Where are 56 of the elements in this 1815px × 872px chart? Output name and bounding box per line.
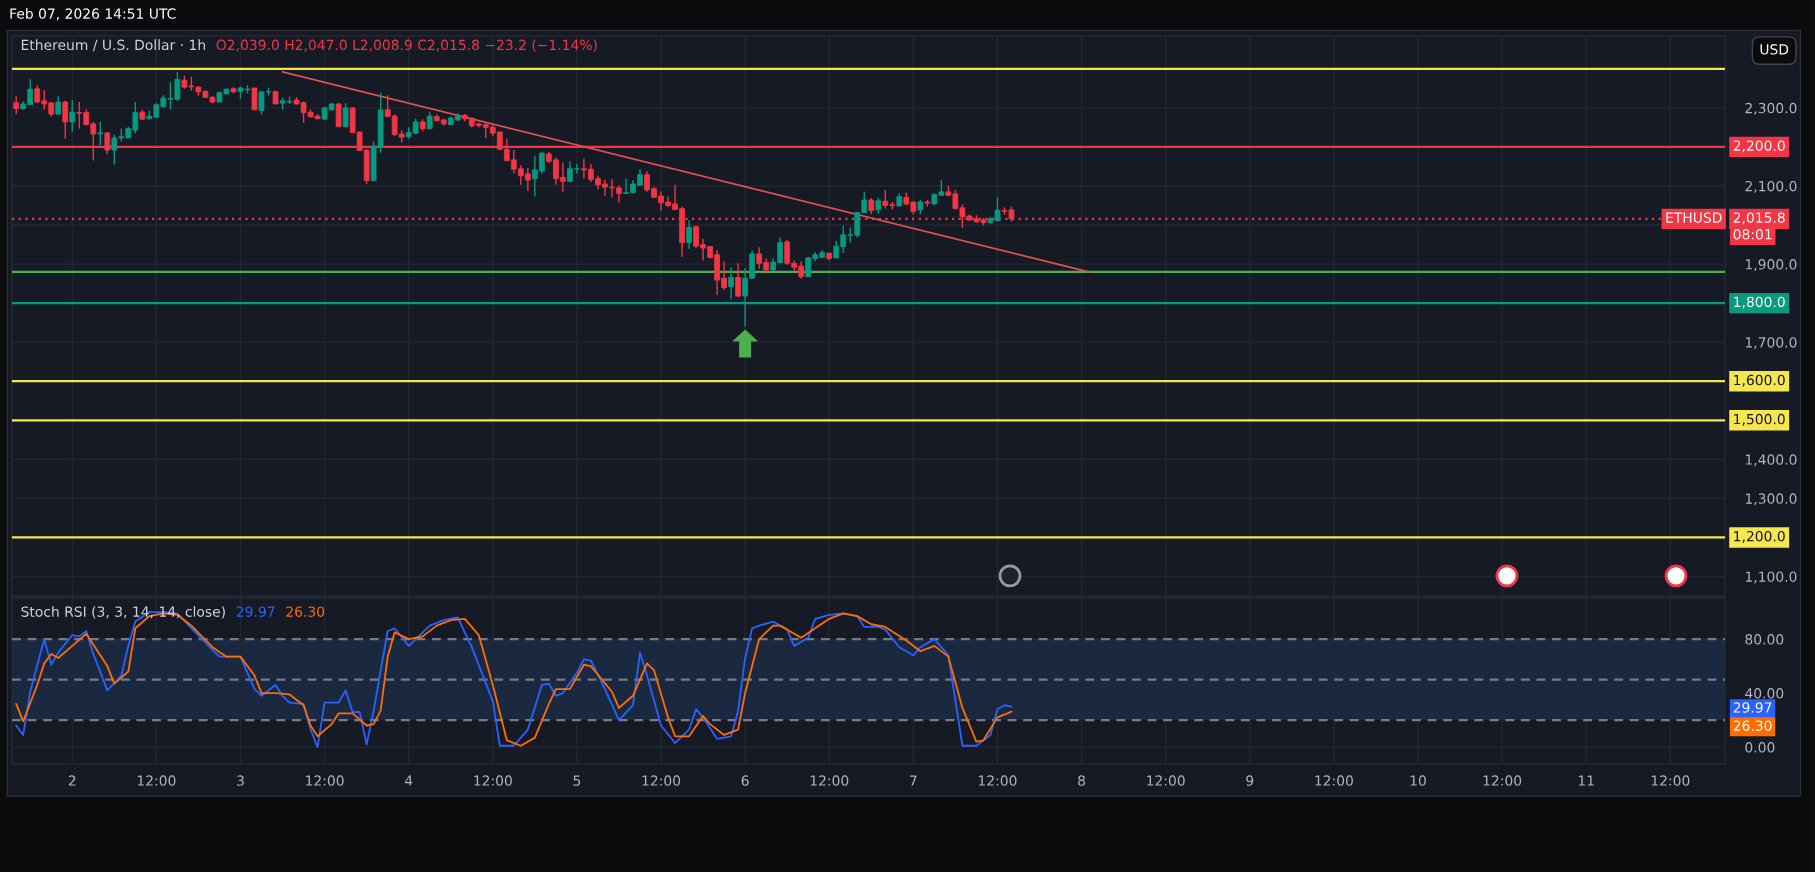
x-tick-label: 12:00 xyxy=(474,775,512,786)
x-tick-label: 4 xyxy=(404,775,413,786)
y-tick-label: 1,300.0 xyxy=(1745,493,1797,506)
candlestick xyxy=(69,99,76,133)
x-tick-label: 2 xyxy=(68,775,76,786)
x-tick-label: 12:00 xyxy=(978,775,1017,786)
x-tick-label: 12:00 xyxy=(1651,775,1690,786)
y-tick-label: 40.00 xyxy=(1745,688,1784,699)
x-tick-label: 3 xyxy=(237,775,244,786)
x-tick-label: 12:00 xyxy=(306,775,344,786)
candlestick xyxy=(728,266,734,300)
annotation: 26.30 xyxy=(286,606,325,617)
y-tick-label: 1,400.0 xyxy=(1745,454,1797,467)
ref-line-label: 1,200.0 xyxy=(1734,530,1785,543)
text: USD xyxy=(1760,44,1789,55)
x-tick-label: 9 xyxy=(1246,775,1254,786)
x-tick-label: 7 xyxy=(910,775,917,786)
candlestick xyxy=(735,262,741,298)
ref-line-label: 2,015.8 xyxy=(1733,212,1785,225)
y-tick-label: 2,300.0 xyxy=(1745,102,1797,115)
annotation: O2,039.0 H2,047.0 L2,008.9 C2,015.8 −23.2 (−1.14%) xyxy=(216,39,597,52)
candlestick xyxy=(686,219,692,250)
y-tick-label: 1,100.0 xyxy=(1745,571,1797,584)
candlestick xyxy=(342,102,349,129)
text: 08:01 xyxy=(1733,229,1772,240)
x-tick-label: 12:00 xyxy=(1315,775,1353,786)
x-tick-label: 5 xyxy=(573,775,581,786)
chart-title: Ethereum / U.S. Dollar · 1h xyxy=(21,39,205,52)
y-tick-label: 80.00 xyxy=(1745,634,1784,645)
x-tick-label: 10 xyxy=(1410,775,1426,786)
ref-line-label: 2,200.0 xyxy=(1733,140,1785,153)
text: Feb 07, 2026 14:51 UTC xyxy=(10,8,176,21)
ref-line-label: 1,600.0 xyxy=(1734,374,1785,387)
x-tick-label: 12:00 xyxy=(1483,775,1522,786)
x-tick-label: 12:00 xyxy=(1147,775,1185,786)
x-tick-label: 11 xyxy=(1578,775,1594,786)
candlestick xyxy=(335,102,342,128)
y-tick-label: 2,100.0 xyxy=(1745,180,1797,193)
x-tick-label: 12:00 xyxy=(642,775,681,786)
annotation: 29.97 xyxy=(236,606,275,617)
x-tick-label: 12:00 xyxy=(810,775,849,786)
candlestick xyxy=(97,121,104,147)
text: 29.97 xyxy=(1733,702,1772,713)
text: Stoch RSI (3, 3, 14, 14, close) xyxy=(21,606,225,619)
x-tick-label: 12:00 xyxy=(137,775,176,786)
y-tick-label: 1,900.0 xyxy=(1745,259,1797,271)
y-tick-label: 1,700.0 xyxy=(1745,337,1797,350)
x-tick-label: 6 xyxy=(741,775,749,786)
annotation: ETHUSD xyxy=(1666,212,1722,223)
x-tick-label: 8 xyxy=(1078,775,1086,786)
candlestick xyxy=(251,87,258,111)
y-tick-label: 0.00 xyxy=(1745,742,1775,753)
ref-line-label: 1,800.0 xyxy=(1734,296,1785,309)
ref-line-label: 1,500.0 xyxy=(1734,413,1785,426)
text: 26.30 xyxy=(1733,720,1772,731)
candlestick xyxy=(62,100,69,140)
